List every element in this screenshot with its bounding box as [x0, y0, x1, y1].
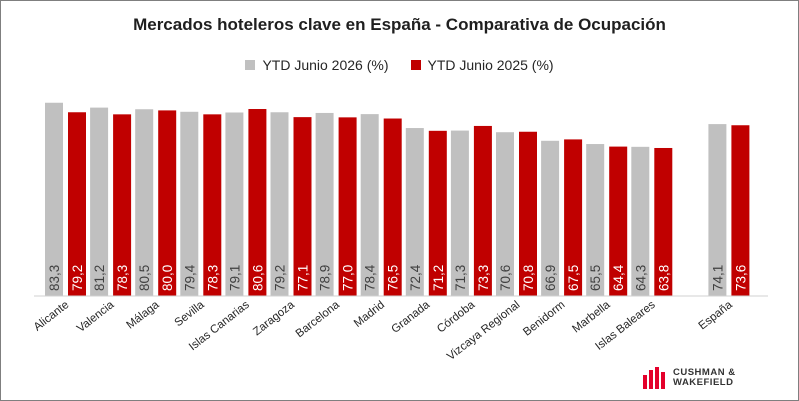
bar-2025 — [428, 130, 447, 296]
data-label: 70,6 — [498, 265, 513, 291]
bar-2026 — [631, 146, 650, 296]
category-label: Benidorm — [521, 299, 567, 339]
data-label: 78,3 — [205, 265, 220, 291]
bar-2025 — [519, 131, 537, 296]
data-label: 64,4 — [611, 264, 626, 291]
bar-2026 — [360, 114, 379, 296]
bar-2026 — [541, 140, 560, 296]
bar-2026 — [496, 132, 514, 296]
chart-legend: YTD Junio 2026 (%) YTD Junio 2025 (%) — [0, 57, 799, 73]
category-label: Alicante — [32, 299, 72, 334]
data-label: 70,8 — [521, 265, 536, 291]
category-label: Madrid — [352, 299, 387, 330]
brand-name: CUSHMAN & WAKEFIELD — [673, 367, 736, 388]
category-label: Sevilla — [173, 299, 208, 330]
data-label: 79,1 — [227, 265, 242, 291]
bar-2025 — [248, 109, 267, 297]
data-label: 80,0 — [160, 265, 175, 291]
data-label: 79,2 — [273, 265, 288, 291]
category-label: Málaga — [124, 299, 162, 332]
category-label: Córdoba — [435, 299, 478, 336]
cushman-wakefield-logo: CUSHMAN & WAKEFIELD — [643, 367, 773, 389]
legend-swatch — [245, 60, 256, 70]
data-label: 65,5 — [588, 265, 603, 291]
bar-2026 — [270, 112, 289, 296]
data-label: 77,0 — [341, 265, 356, 291]
bar-2025 — [68, 112, 86, 296]
bar-2025 — [293, 117, 312, 297]
data-label: 80,6 — [250, 265, 265, 291]
data-label: 72,4 — [408, 264, 423, 291]
data-label: 66,9 — [543, 265, 558, 291]
data-label: 73,3 — [476, 265, 491, 291]
data-label: 83,3 — [47, 265, 62, 291]
legend-swatch — [410, 60, 421, 70]
category-label: Granada — [389, 299, 432, 336]
bar-2026 — [180, 111, 199, 297]
category-label: Valencia — [75, 299, 117, 335]
data-label: 73,6 — [733, 265, 748, 291]
data-label: 81,2 — [92, 265, 107, 291]
data-label: 67,5 — [566, 265, 581, 291]
bar-2025 — [203, 114, 222, 297]
bar-2026 — [405, 128, 424, 296]
bar-2025 — [338, 117, 357, 296]
data-label: 71,2 — [431, 265, 446, 291]
legend-label: YTD Junio 2025 (%) — [427, 57, 554, 73]
data-label: 79,2 — [70, 265, 85, 291]
bar-2026 — [135, 109, 154, 297]
bar-2026 — [586, 144, 605, 296]
bar-2025 — [731, 125, 750, 296]
category-label: Zaragoza — [251, 299, 297, 339]
bar-2025 — [473, 125, 492, 296]
category-label: Barcelona — [294, 299, 343, 341]
data-label: 74,1 — [710, 265, 725, 291]
bar-2025 — [609, 146, 628, 296]
data-label: 64,3 — [633, 265, 648, 291]
data-label: 71,3 — [453, 265, 468, 291]
data-label: 76,5 — [386, 265, 401, 291]
bar-2025 — [654, 147, 673, 296]
data-label: 78,9 — [318, 265, 333, 291]
bar-2026 — [315, 112, 334, 297]
bar-2026 — [45, 102, 63, 296]
category-label: Marbella — [570, 299, 613, 336]
bar-2025 — [113, 114, 132, 297]
data-label: 79,4 — [182, 264, 197, 291]
data-label: 78,3 — [115, 265, 130, 291]
legend-item-0: YTD Junio 2026 (%) — [245, 57, 389, 73]
bar-2026 — [225, 112, 244, 296]
bar-2026 — [450, 130, 469, 296]
bar-2026 — [90, 107, 109, 296]
bar-2025 — [564, 139, 583, 296]
logo-icon — [643, 367, 665, 389]
bar-2026 — [708, 124, 727, 296]
data-label: 63,8 — [656, 265, 671, 291]
legend-label: YTD Junio 2026 (%) — [262, 57, 389, 73]
data-label: 77,1 — [296, 265, 311, 291]
bar-2025 — [383, 118, 402, 297]
bar-2025 — [158, 110, 177, 297]
legend-item-1: YTD Junio 2025 (%) — [410, 57, 554, 73]
category-label: España — [697, 299, 736, 333]
chart-title: Mercados hoteleros clave en España - Com… — [133, 15, 666, 34]
data-label: 80,5 — [137, 265, 152, 291]
data-label: 78,4 — [363, 264, 378, 291]
